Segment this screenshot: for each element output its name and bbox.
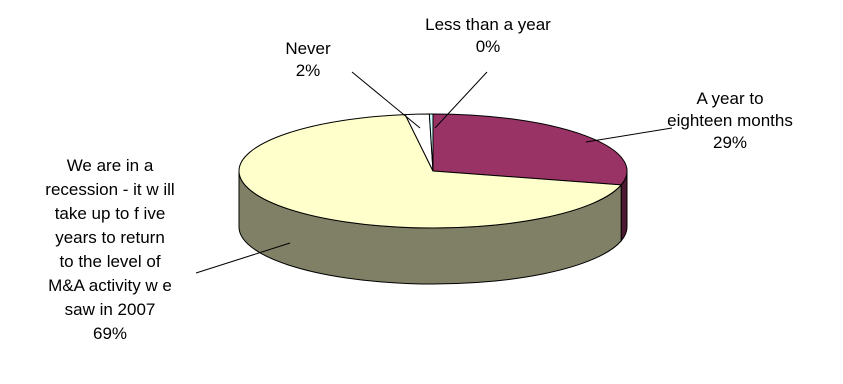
- pie-slice-we-are-in-a-recession-it-will-take-up-to: [238, 114, 623, 229]
- pie-tops: [238, 113, 628, 229]
- label-recession-value: 69%: [92, 324, 128, 343]
- leader-recession: [195, 242, 291, 274]
- label-recession-line-1: We are in a: [66, 156, 154, 175]
- label-recession-line-4: years to return: [55, 228, 165, 247]
- label-recession-line-6: M&A activity w e: [48, 276, 172, 295]
- label-a-year-line-1: A year to: [696, 89, 764, 108]
- leader-a-year: [585, 127, 673, 143]
- label-recession-line-5: to the level of: [59, 252, 161, 271]
- label-a-year-to-eighteen-months: A year to eighteen months 29%: [650, 88, 810, 154]
- label-never: Never 2%: [268, 38, 348, 82]
- pie-slice-less-than-a-year: [428, 113, 434, 172]
- label-recession: We are in a recession - it w ill take up…: [10, 154, 210, 346]
- label-a-year-line-2: eighteen months: [667, 111, 793, 130]
- leader-less-than-a-year: [434, 71, 488, 129]
- leader-lines: [195, 71, 673, 274]
- label-less-than-a-year: Less than a year 0%: [388, 14, 588, 58]
- label-a-year-value: 29%: [712, 133, 748, 152]
- label-recession-line-3: take up to f ive: [54, 204, 166, 223]
- label-never-line-1: Never: [285, 39, 331, 58]
- label-never-value: 2%: [295, 61, 321, 80]
- leader-never: [351, 71, 421, 129]
- label-less-than-a-year-line-1: Less than a year: [425, 15, 551, 34]
- label-recession-line-7: saw in 2007: [64, 300, 156, 319]
- pie-slice-a-year-to-eighteen-months: [432, 113, 628, 186]
- label-recession-line-2: recession - it w ill: [45, 180, 175, 199]
- label-less-than-a-year-value: 0%: [475, 37, 501, 56]
